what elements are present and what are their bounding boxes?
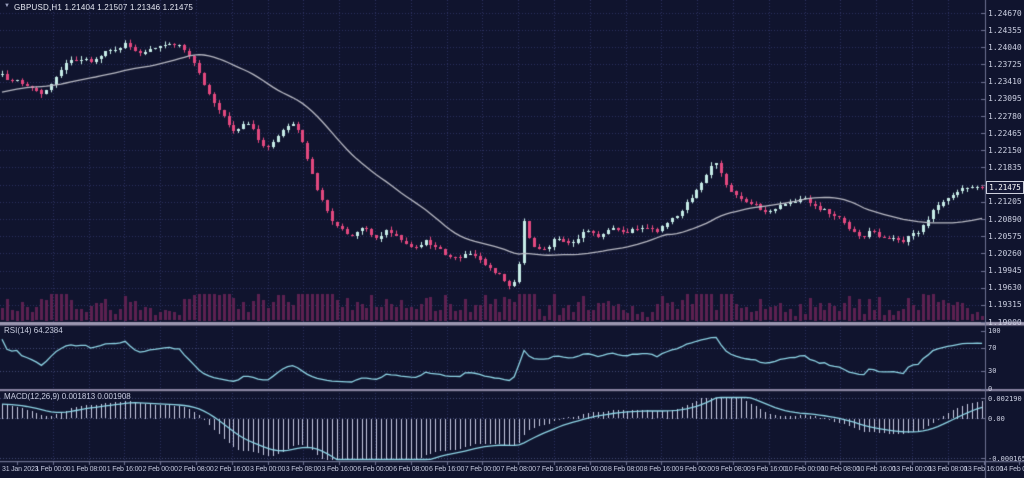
price-chart-canvas[interactable] [0, 0, 1024, 478]
trading-chart-window: ▼ GBPUSD,H1 1.21404 1.21507 1.21346 1.21… [0, 0, 1024, 478]
